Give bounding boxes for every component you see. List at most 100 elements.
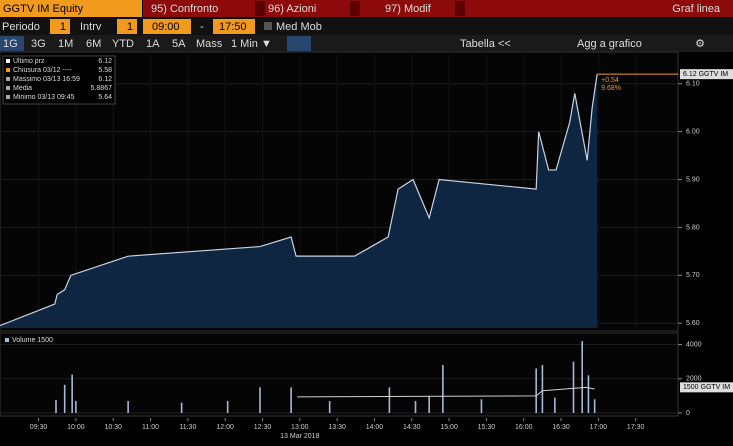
legend-label: Minimo 03/13 09:45: [13, 94, 75, 101]
icon-line[interactable]: [287, 36, 311, 51]
x-tick-label: 17:30: [627, 424, 645, 431]
input[interactable]: [50, 19, 70, 34]
y-tick-label: 5.70: [686, 272, 700, 279]
menu[interactable]: 97) Modif: [385, 3, 432, 15]
avg-line: [297, 386, 595, 398]
legend-label: Massimo 03/13 16:59: [13, 76, 80, 83]
x-tick-label: 09:30: [30, 424, 48, 431]
back[interactable]: <<: [498, 38, 511, 50]
range[interactable]: YTD: [112, 38, 134, 50]
panel: [0, 332, 679, 417]
range[interactable]: 6M: [86, 38, 101, 50]
area: [0, 74, 598, 328]
start: 09:00: [152, 21, 180, 33]
legend-swatch: [6, 95, 10, 99]
input[interactable]: [213, 19, 255, 34]
last-label: 6.12 GGTV IM: [683, 71, 728, 78]
y-tick-label: 5.80: [686, 224, 700, 231]
legend-label: Volume 1500: [12, 337, 53, 344]
y-tick-label: 5.60: [686, 320, 700, 327]
range[interactable]: 1M: [58, 38, 73, 50]
label: Intrv: [80, 21, 102, 33]
x-tick-label: 10:30: [104, 424, 122, 431]
dropdown[interactable]: [455, 1, 465, 16]
x-tick-label: 14:30: [403, 424, 421, 431]
avg-label: 1500 GGTV IM: [683, 384, 730, 391]
interval: 1: [127, 21, 133, 33]
label: Periodo: [2, 21, 40, 33]
legend-value: 5.64: [98, 94, 112, 101]
x-tick-label: 16:00: [515, 424, 533, 431]
x-tick-label: 13:30: [328, 424, 346, 431]
add[interactable]: Agg a grafico: [577, 38, 642, 50]
bar: [535, 368, 537, 413]
bar: [71, 374, 73, 413]
line: [0, 74, 598, 327]
legend-swatch: [6, 77, 10, 81]
range[interactable]: Mass: [196, 38, 223, 50]
checkbox[interactable]: [264, 22, 272, 30]
bar: [541, 365, 544, 413]
x-tick-label: 11:30: [179, 424, 196, 431]
legend-label: Ultimo prz: [13, 58, 45, 65]
bar: [226, 401, 229, 413]
bar: [572, 361, 575, 413]
bar: [414, 401, 417, 413]
x-tick-label: 14:00: [366, 424, 384, 431]
x-tick-label: 15:00: [440, 424, 458, 431]
plot: 5.60 5.70 5.80 5.90 6.00 6.10 09:30 10:00 10:30 1…: [0, 51, 733, 440]
x-tick-label: 15:30: [478, 424, 496, 431]
last-box: [680, 69, 733, 80]
bar: [180, 402, 183, 413]
y-tick-label: 2000: [686, 376, 702, 383]
legend-swatch: [6, 86, 10, 90]
bar: [581, 341, 584, 413]
menu[interactable]: 95) Confronto: [151, 3, 218, 15]
range[interactable]: 1G: [3, 38, 18, 50]
ticker-box[interactable]: [0, 0, 142, 17]
end: 17:50: [219, 21, 247, 33]
y-tick-label: 0: [686, 410, 690, 417]
input[interactable]: [143, 19, 191, 34]
legend-value: 5.8867: [91, 85, 113, 92]
range[interactable]: 1A: [146, 38, 160, 50]
change-pct: 9.68%: [601, 85, 621, 92]
period: 1: [60, 21, 66, 33]
ranges: 1G 3G 1M 6M YTD 1A 5A Mass 1 Min ▼: [3, 38, 272, 50]
legend-box: [2, 55, 116, 105]
legend-value: 5.58: [98, 67, 112, 74]
table[interactable]: Tabella: [460, 38, 496, 50]
avg-box: [680, 382, 733, 393]
dropdown[interactable]: [350, 1, 360, 16]
legend-swatch: [6, 59, 10, 63]
x-tick-label: 12:30: [254, 424, 272, 431]
x-tick-label: 10:00: [67, 424, 85, 431]
bar: [388, 387, 391, 413]
bar: [480, 399, 483, 413]
gear[interactable]: ⚙: [695, 38, 705, 50]
x-tick-label: 11:00: [142, 424, 159, 431]
input[interactable]: [117, 19, 137, 34]
bar: [328, 401, 331, 413]
menu[interactable]: 96) Azioni: [268, 3, 316, 15]
dropdown[interactable]: [255, 1, 265, 16]
bar: [442, 365, 444, 413]
bar: [127, 401, 129, 413]
chart-type: Graf linea: [672, 3, 721, 15]
range[interactable]: 5A: [172, 38, 186, 50]
date-label: 13 Mar 2018: [280, 433, 319, 440]
x-tick-label: 16:30: [552, 424, 570, 431]
range[interactable]: 3G: [31, 38, 46, 50]
bar: [428, 395, 430, 413]
ticker: GGTV IM Equity: [3, 3, 84, 15]
x-tick-label: 13:00: [291, 424, 309, 431]
legend-value: 6.12: [98, 58, 112, 65]
bar: [587, 375, 590, 413]
legend-label: Media: [13, 85, 32, 92]
bar: [593, 399, 596, 413]
y-tick-label: 6.00: [686, 128, 700, 135]
menu-bar: [143, 0, 733, 17]
range-bar: [0, 35, 733, 52]
bar: [554, 397, 556, 413]
moving-avg: Med Mob: [276, 21, 322, 33]
